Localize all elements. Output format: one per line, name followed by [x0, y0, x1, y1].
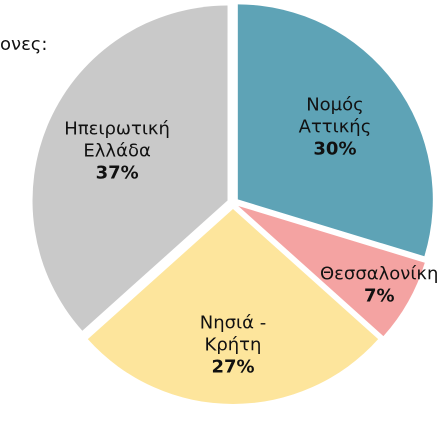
slice-label: Θεσσαλονίκη	[320, 263, 438, 284]
chart-title: ονες:	[0, 34, 47, 55]
slice-label: Ηπειρωτική	[64, 118, 170, 139]
value-label: 27%	[211, 357, 254, 378]
slice-label: Νομός	[306, 94, 364, 115]
value-label: 7%	[364, 285, 395, 306]
slice-label: Ελλάδα	[83, 140, 150, 161]
slice-label: Κρήτη	[205, 335, 262, 356]
pie-slice	[238, 205, 425, 337]
value-label: 37%	[96, 162, 139, 183]
pie-slice	[87, 209, 379, 404]
pie-slice	[32, 5, 228, 331]
pie-slice	[237, 4, 433, 257]
value-label: 30%	[313, 138, 356, 159]
slice-label: Αττικής	[299, 116, 372, 137]
slice-label: Νησιά -	[200, 313, 266, 334]
